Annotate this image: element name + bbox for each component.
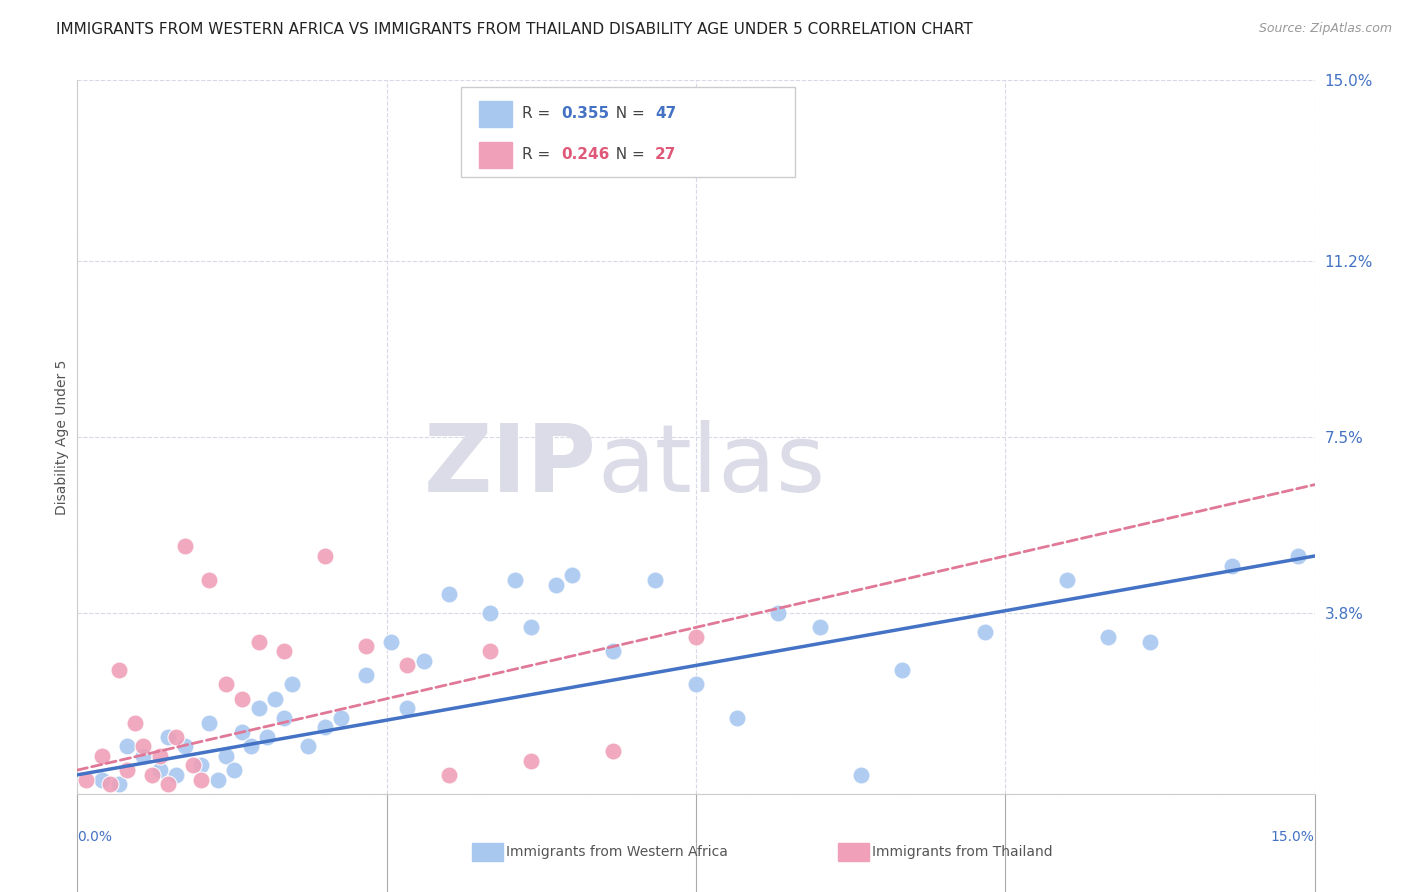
Point xyxy=(115,763,138,777)
Point xyxy=(132,739,155,754)
Point xyxy=(198,573,221,587)
Point xyxy=(891,663,914,677)
Text: IMMIGRANTS FROM WESTERN AFRICA VS IMMIGRANTS FROM THAILAND DISABILITY AGE UNDER : IMMIGRANTS FROM WESTERN AFRICA VS IMMIGR… xyxy=(56,22,973,37)
Point xyxy=(602,644,624,658)
Text: 15.0%: 15.0% xyxy=(1271,830,1315,844)
Point xyxy=(437,768,460,782)
Point xyxy=(207,772,229,787)
Text: Source: ZipAtlas.com: Source: ZipAtlas.com xyxy=(1258,22,1392,36)
FancyBboxPatch shape xyxy=(479,101,512,127)
Point xyxy=(478,644,501,658)
Point xyxy=(644,573,666,587)
Text: atlas: atlas xyxy=(598,419,825,512)
Text: ZIP: ZIP xyxy=(425,419,598,512)
Point xyxy=(190,758,212,772)
Point xyxy=(396,701,419,715)
Point xyxy=(215,748,238,763)
Point xyxy=(157,777,180,791)
Point xyxy=(330,711,353,725)
Point xyxy=(215,677,238,691)
Point xyxy=(354,640,377,654)
Point xyxy=(685,630,707,644)
Point xyxy=(396,658,419,673)
Point xyxy=(354,668,377,682)
Point xyxy=(520,620,543,634)
Text: 0.246: 0.246 xyxy=(561,147,609,162)
Point xyxy=(685,677,707,691)
Point xyxy=(412,654,434,668)
Point xyxy=(478,606,501,620)
Point xyxy=(247,701,270,715)
Point xyxy=(91,772,114,787)
Text: 0.355: 0.355 xyxy=(561,106,609,121)
Point xyxy=(173,540,195,554)
Point xyxy=(264,691,287,706)
Point xyxy=(165,730,187,744)
Point xyxy=(380,634,402,648)
Point xyxy=(314,720,336,734)
Point xyxy=(198,715,221,730)
Point xyxy=(173,739,195,754)
Point xyxy=(190,772,212,787)
Text: Immigrants from Western Africa: Immigrants from Western Africa xyxy=(506,845,728,859)
FancyBboxPatch shape xyxy=(461,87,794,177)
Point xyxy=(768,606,790,620)
Point xyxy=(437,587,460,601)
FancyBboxPatch shape xyxy=(479,142,512,168)
Point xyxy=(157,730,180,744)
Point xyxy=(1220,558,1243,573)
Point xyxy=(281,677,304,691)
Point xyxy=(561,568,583,582)
Text: Immigrants from Thailand: Immigrants from Thailand xyxy=(872,845,1052,859)
Point xyxy=(247,634,270,648)
Point xyxy=(544,577,567,591)
Point xyxy=(149,748,172,763)
Point xyxy=(91,748,114,763)
Text: N =: N = xyxy=(606,147,650,162)
Point xyxy=(1286,549,1309,563)
Point xyxy=(520,754,543,768)
Point xyxy=(222,763,245,777)
Text: N =: N = xyxy=(606,106,650,121)
Text: R =: R = xyxy=(522,147,554,162)
Point xyxy=(149,763,172,777)
Point xyxy=(849,768,872,782)
Point xyxy=(231,725,253,739)
Point xyxy=(1097,630,1119,644)
Point xyxy=(181,758,204,772)
Text: 47: 47 xyxy=(655,106,676,121)
Text: R =: R = xyxy=(522,106,554,121)
Text: 0.0%: 0.0% xyxy=(77,830,112,844)
Point xyxy=(107,777,129,791)
Point xyxy=(314,549,336,563)
Point xyxy=(503,573,526,587)
Point xyxy=(165,768,187,782)
Point xyxy=(725,711,748,725)
Point xyxy=(107,663,129,677)
Point xyxy=(273,711,295,725)
Point xyxy=(256,730,278,744)
Text: 27: 27 xyxy=(655,147,676,162)
Y-axis label: Disability Age Under 5: Disability Age Under 5 xyxy=(55,359,69,515)
Point xyxy=(141,768,163,782)
Point xyxy=(973,625,995,640)
Point xyxy=(297,739,319,754)
Point xyxy=(124,715,146,730)
Point xyxy=(273,644,295,658)
Point xyxy=(1139,634,1161,648)
Point xyxy=(75,772,97,787)
Point xyxy=(98,777,121,791)
Point xyxy=(602,744,624,758)
Point xyxy=(808,620,831,634)
Point xyxy=(231,691,253,706)
Point xyxy=(132,748,155,763)
Point xyxy=(239,739,262,754)
Point xyxy=(1056,573,1078,587)
Point xyxy=(115,739,138,754)
